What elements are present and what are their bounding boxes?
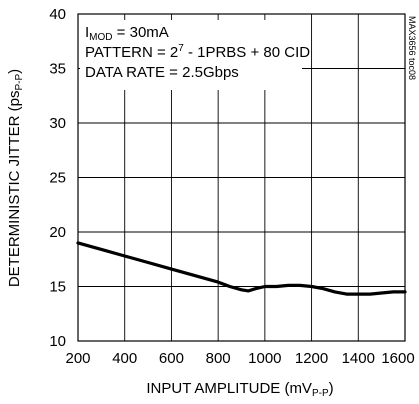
y-axis-title: DETERMINISTIC JITTER (psP-P) <box>6 69 25 287</box>
x-tick-labels: 200 400 600 800 1000 1200 1400 1600 <box>65 350 414 367</box>
y-tick-label: 20 <box>49 224 66 241</box>
y-tick-label: 30 <box>49 115 66 132</box>
x-tick-label: 800 <box>206 350 231 367</box>
series-line <box>76 241 407 296</box>
y-tick-label: 15 <box>49 279 66 296</box>
x-tick-label: 200 <box>65 350 90 367</box>
annotation-pattern: PATTERN = 27 - 1PRBS + 80 CID <box>85 43 310 61</box>
x-tick-label: 1200 <box>295 350 328 367</box>
x-tick-label: 1000 <box>248 350 281 367</box>
x-tick-label: 400 <box>112 350 137 367</box>
y-tick-label: 40 <box>49 6 66 23</box>
annotation-background <box>80 20 302 90</box>
annotation-imod: IMOD = 30mA <box>85 24 169 43</box>
x-tick-label: 1400 <box>342 350 375 367</box>
x-tick-label: 600 <box>159 350 184 367</box>
x-axis-title: INPUT AMPLITUDE (mVP-P) <box>146 380 333 399</box>
annotation-data-rate: DATA RATE = 2.5Gbps <box>85 64 239 81</box>
x-tick-label: 1600 <box>381 350 414 367</box>
y-tick-label: 10 <box>49 333 66 350</box>
y-tick-label: 35 <box>49 61 66 78</box>
y-tick-label: 25 <box>49 170 66 187</box>
y-tick-labels: 10 15 20 25 30 35 40 <box>49 6 66 350</box>
figure-code: MAX3656 toc08 <box>407 16 417 80</box>
